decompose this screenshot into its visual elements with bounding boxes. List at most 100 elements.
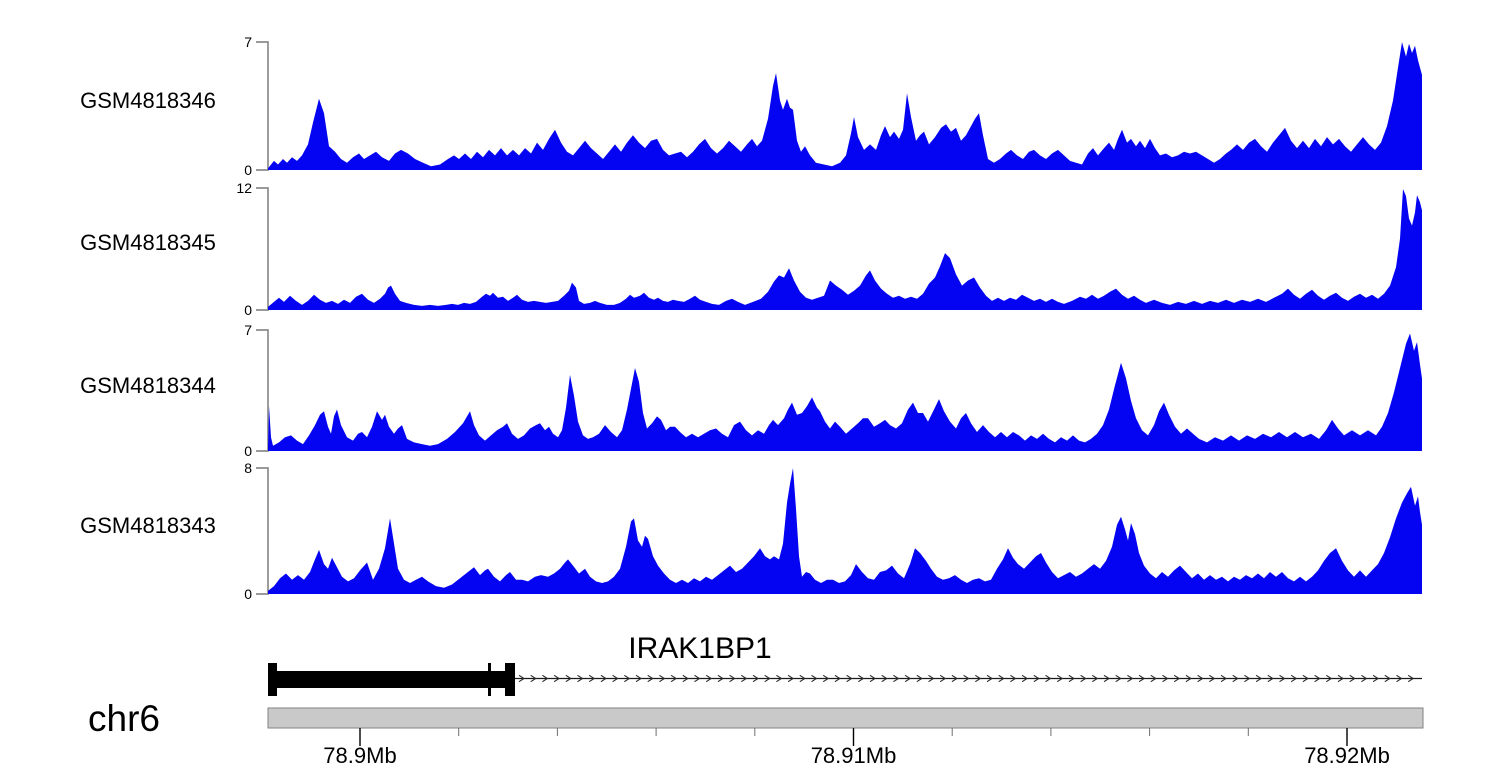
strand-arrow-icon bbox=[893, 674, 900, 683]
gene-region-track: IRAK1BP1 bbox=[268, 632, 1422, 696]
signal-area bbox=[268, 333, 1422, 451]
strand-arrow-icon bbox=[518, 674, 526, 683]
strand-arrow-icon bbox=[1244, 674, 1251, 683]
strand-arrow-icon bbox=[776, 674, 783, 683]
strand-arrow-icon bbox=[1162, 674, 1169, 683]
strand-arrow-icon bbox=[1220, 674, 1228, 683]
axis-tick-label-2: 78.91Mb bbox=[811, 743, 897, 768]
strand-arrow-icon bbox=[939, 674, 947, 683]
strand-arrow-icon bbox=[530, 674, 537, 683]
strand-arrow-icon bbox=[904, 674, 912, 683]
strand-arrow-icon bbox=[1232, 674, 1239, 683]
strand-arrow-icon bbox=[799, 674, 806, 683]
strand-arrow-icon bbox=[1010, 674, 1017, 683]
strand-arrow-icon bbox=[1033, 674, 1040, 683]
strand-arrow-icon bbox=[1314, 674, 1321, 683]
y-axis-bracket bbox=[256, 467, 269, 595]
strand-arrow-icon bbox=[881, 674, 888, 683]
strand-arrow-icon bbox=[951, 674, 958, 683]
strand-arrow-icon bbox=[1290, 674, 1298, 683]
strand-arrow-icon bbox=[635, 674, 643, 683]
y-axis-bracket bbox=[256, 41, 269, 171]
strand-arrow-icon bbox=[1103, 674, 1111, 683]
strand-arrow-icon bbox=[1150, 674, 1157, 683]
strand-arrow-icon bbox=[916, 674, 923, 683]
exon-box bbox=[277, 671, 505, 688]
strand-arrow-icon bbox=[1209, 674, 1216, 683]
strand-arrow-icon bbox=[659, 674, 666, 683]
strand-arrow-icon bbox=[542, 674, 549, 683]
strand-arrow-icon bbox=[963, 674, 970, 683]
strand-arrow-icon bbox=[717, 674, 724, 683]
track-label: GSM4818345 bbox=[80, 230, 216, 255]
strand-arrow-icon bbox=[1372, 674, 1380, 683]
strand-arrow-icon bbox=[694, 674, 701, 683]
y-axis-min-label: 0 bbox=[244, 586, 252, 602]
strand-arrow-icon bbox=[647, 674, 654, 683]
y-axis-max-label: 8 bbox=[244, 460, 252, 476]
signal-area bbox=[268, 468, 1422, 594]
strand-arrow-icon bbox=[787, 674, 795, 683]
strand-arrow-icon bbox=[600, 674, 607, 683]
strand-arrow-icon bbox=[565, 674, 572, 683]
y-axis-max-label: 12 bbox=[236, 180, 252, 196]
genome-axis-track: chr6 78.9Mb 78.91Mb 78.92Mb bbox=[88, 698, 1424, 768]
strand-arrow-icon bbox=[612, 674, 619, 683]
strand-arrow-icon bbox=[858, 674, 865, 683]
y-axis-bracket bbox=[256, 187, 269, 311]
strand-arrow-icon bbox=[741, 674, 748, 683]
strand-direction-arrows bbox=[518, 674, 1415, 683]
strand-arrow-icon bbox=[553, 674, 561, 683]
strand-arrow-icon bbox=[1267, 674, 1274, 683]
y-axis-min-label: 0 bbox=[244, 443, 252, 459]
track-label: GSM4818344 bbox=[80, 373, 216, 398]
strand-arrow-icon bbox=[764, 674, 771, 683]
strand-arrow-icon bbox=[1349, 674, 1356, 683]
strand-arrow-icon bbox=[1361, 674, 1368, 683]
chromosome-bar bbox=[267, 707, 1424, 729]
strand-arrow-icon bbox=[705, 674, 713, 683]
y-axis-min-label: 0 bbox=[244, 162, 252, 178]
track-label: GSM4818346 bbox=[80, 88, 216, 113]
signal-area bbox=[268, 189, 1422, 310]
coverage-track-4: GSM4818343 8 0 bbox=[80, 460, 1422, 602]
y-axis-bracket bbox=[256, 329, 269, 452]
axis-tick-label-3: 78.92Mb bbox=[1304, 743, 1390, 768]
y-axis-min-label: 0 bbox=[244, 302, 252, 318]
exon-end-cap-right bbox=[505, 663, 515, 696]
strand-arrow-icon bbox=[1045, 674, 1052, 683]
axis-ticks bbox=[359, 728, 1348, 746]
strand-arrow-icon bbox=[577, 674, 584, 683]
strand-arrow-icon bbox=[822, 674, 830, 683]
strand-arrow-icon bbox=[1092, 674, 1099, 683]
strand-arrow-icon bbox=[752, 674, 760, 683]
signal-area bbox=[268, 42, 1422, 170]
strand-arrow-icon bbox=[1197, 674, 1204, 683]
y-axis-max-label: 7 bbox=[244, 34, 252, 50]
strand-arrow-icon bbox=[682, 674, 689, 683]
strand-arrow-icon bbox=[1396, 674, 1403, 683]
strand-arrow-icon bbox=[1068, 674, 1075, 683]
chromosome-label: chr6 bbox=[88, 698, 160, 739]
strand-arrow-icon bbox=[1185, 674, 1192, 683]
exon-end-cap-left bbox=[268, 663, 277, 696]
strand-arrow-icon bbox=[834, 674, 841, 683]
coverage-track-2: GSM4818345 12 0 bbox=[80, 180, 1422, 318]
strand-arrow-icon bbox=[1407, 674, 1415, 683]
strand-arrow-icon bbox=[588, 674, 596, 683]
strand-arrow-icon bbox=[1080, 674, 1087, 683]
strand-arrow-icon bbox=[1337, 674, 1345, 683]
strand-arrow-icon bbox=[1302, 674, 1309, 683]
strand-arrow-icon bbox=[1173, 674, 1181, 683]
strand-arrow-icon bbox=[811, 674, 818, 683]
strand-arrow-icon bbox=[624, 674, 631, 683]
gene-name-label: IRAK1BP1 bbox=[628, 632, 771, 665]
strand-arrow-icon bbox=[986, 674, 994, 683]
coverage-track-1: GSM4818346 7 0 bbox=[80, 34, 1422, 178]
axis-tick-label-1: 78.9Mb bbox=[323, 743, 396, 768]
coverage-track-3: GSM4818344 7 0 bbox=[80, 322, 1422, 459]
strand-arrow-icon bbox=[1115, 674, 1122, 683]
strand-arrow-icon bbox=[729, 674, 736, 683]
